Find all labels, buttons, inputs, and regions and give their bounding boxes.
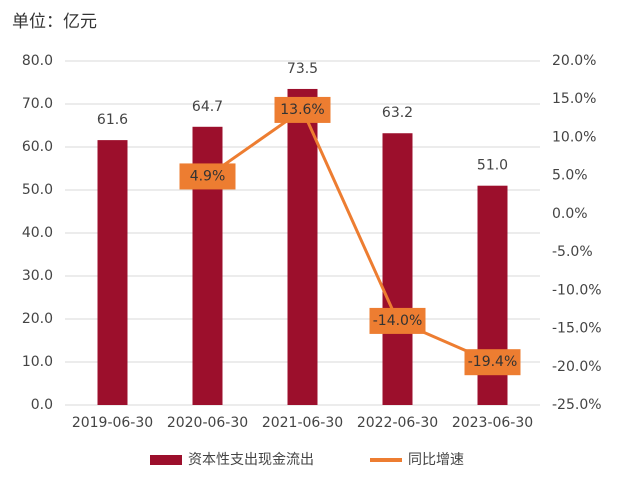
y-tick-label: 70.0 (22, 96, 53, 112)
bar (382, 133, 413, 406)
legend-label: 资本性支出现金流出 (188, 452, 314, 468)
legend-label: 同比增速 (408, 452, 464, 468)
bar-value-label: 61.6 (97, 112, 128, 128)
line-value-label: 4.9% (190, 168, 226, 184)
y2-tick-label: -5.0% (552, 244, 593, 260)
y-tick-label: 10.0 (22, 354, 53, 370)
y2-tick-label: -15.0% (552, 321, 602, 337)
x-tick-label: 2023-06-30 (452, 415, 533, 431)
line-value-label: -19.4% (468, 354, 518, 370)
y-tick-label: 20.0 (22, 311, 53, 327)
bar-value-label: 51.0 (477, 158, 508, 174)
line-value-label: -14.0% (373, 313, 423, 329)
y-tick-label: 0.0 (31, 397, 53, 413)
bar (97, 140, 128, 405)
y2-tick-label: 5.0% (552, 168, 588, 184)
x-tick-label: 2019-06-30 (72, 415, 153, 431)
y2-tick-label: -10.0% (552, 282, 602, 298)
x-tick-label: 2021-06-30 (262, 415, 343, 431)
y2-tick-label: -20.0% (552, 359, 602, 375)
bar-value-label: 73.5 (287, 61, 318, 77)
y2-tick-label: 10.0% (552, 129, 596, 145)
bar (287, 88, 318, 405)
line (206, 107, 494, 364)
line-label-box (464, 349, 521, 376)
x-tick-label: 2020-06-30 (167, 415, 248, 431)
bar-value-label: 64.7 (192, 99, 223, 115)
y2-tick-label: 20.0% (552, 53, 596, 69)
y2-tick-label: 0.0% (552, 206, 588, 222)
y-tick-label: 40.0 (22, 225, 53, 241)
legend-swatch (150, 455, 182, 465)
y-tick-label: 80.0 (22, 53, 53, 69)
y-tick-label: 60.0 (22, 139, 53, 155)
x-tick-label: 2022-06-30 (357, 415, 438, 431)
y2-tick-label: 15.0% (552, 91, 596, 107)
line-label-box (274, 96, 331, 123)
y-tick-label: 30.0 (22, 268, 53, 284)
bar-value-label: 63.2 (382, 105, 413, 121)
line-label-box (179, 163, 236, 190)
line-value-label: 13.6% (280, 102, 324, 118)
line-label-box (369, 307, 426, 334)
unit-label: 单位：亿元 (12, 12, 97, 32)
y2-tick-label: -25.0% (552, 397, 602, 413)
y-tick-label: 50.0 (22, 182, 53, 198)
